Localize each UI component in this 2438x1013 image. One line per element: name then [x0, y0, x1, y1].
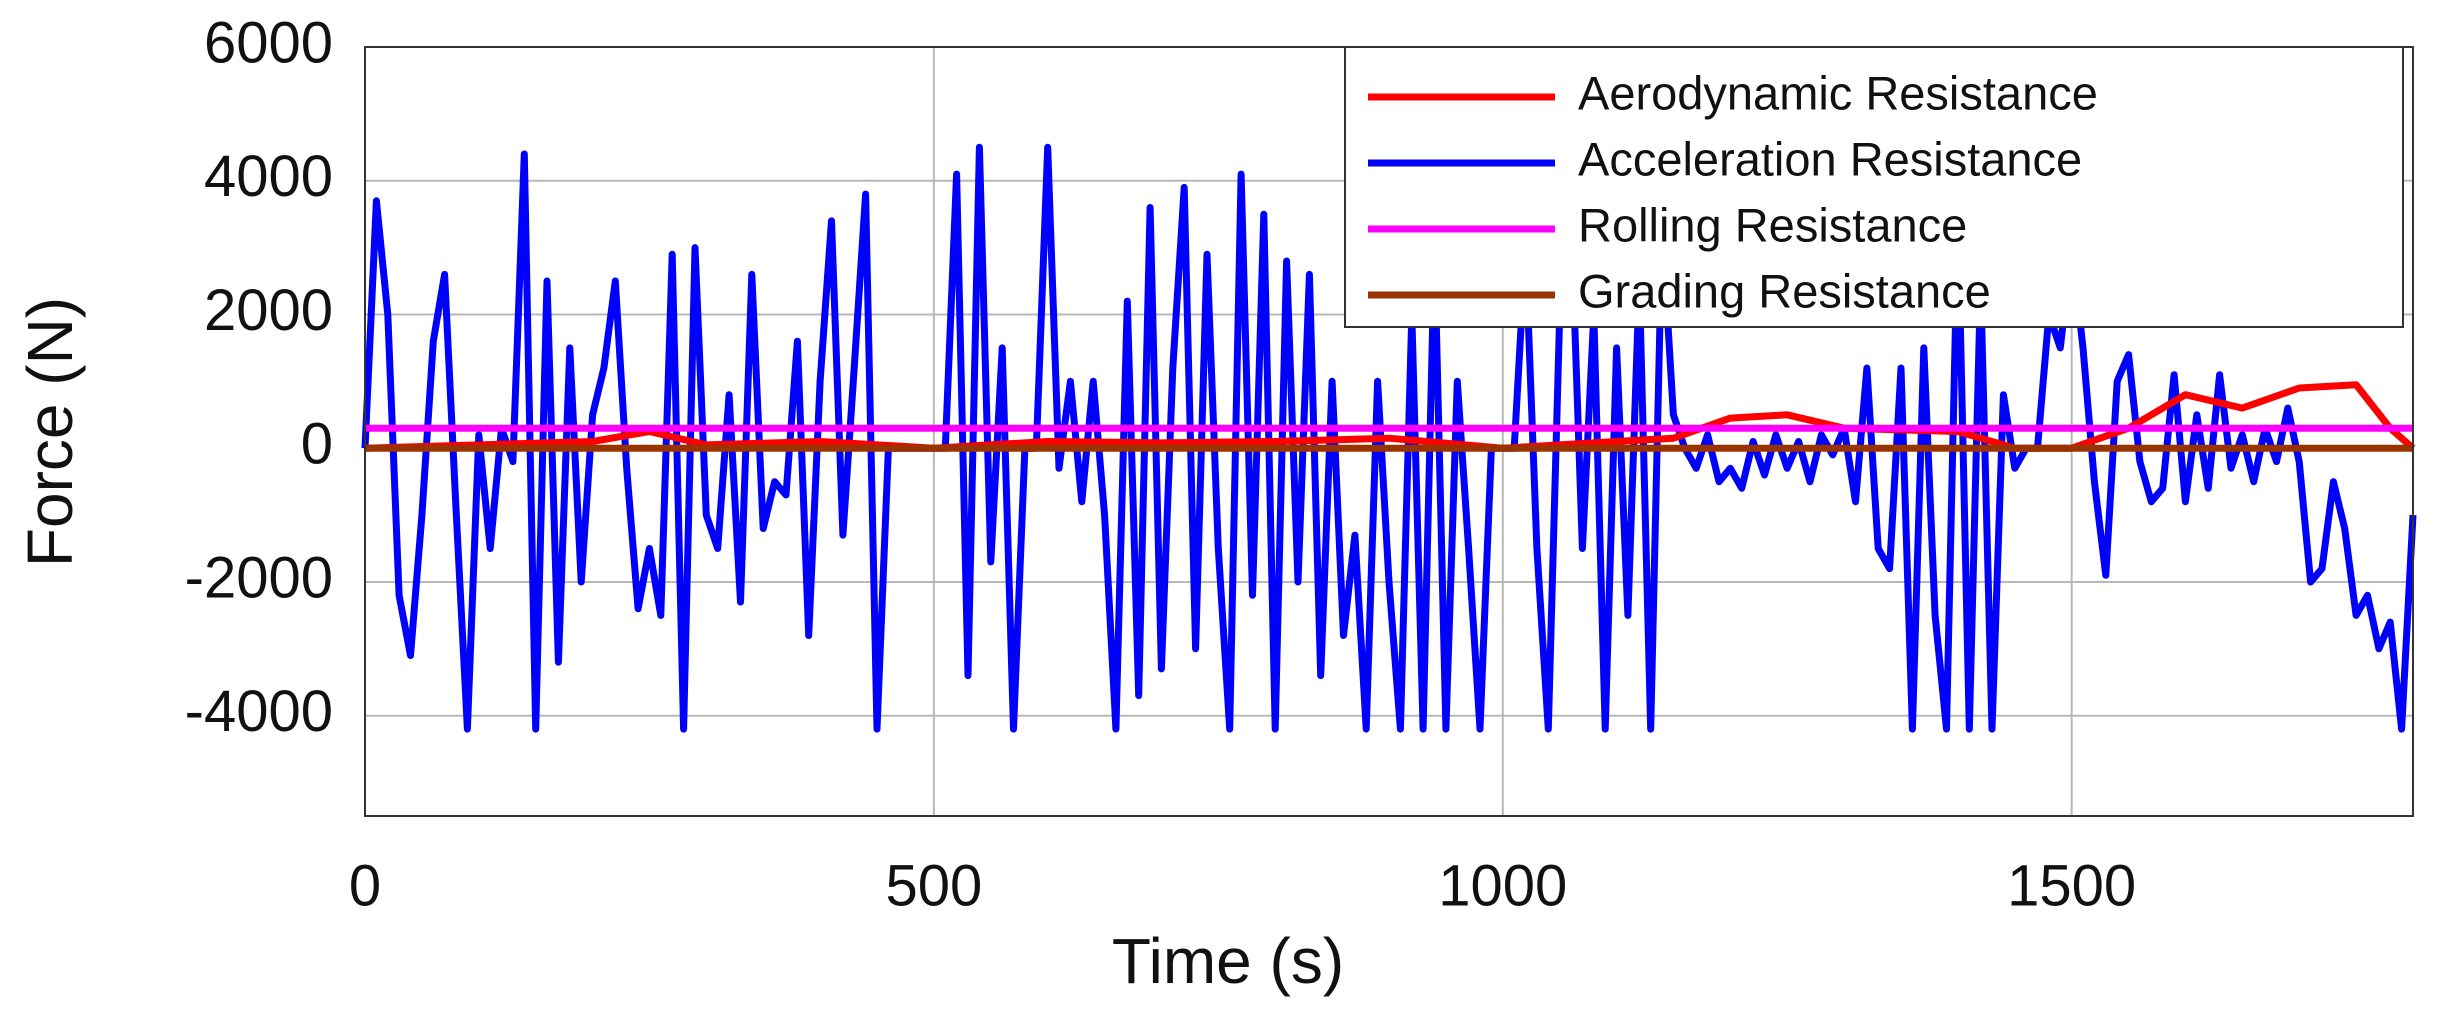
y-tick-label: -2000 [185, 545, 333, 610]
y-tick-label: 6000 [204, 10, 333, 75]
legend-label: Aerodynamic Resistance [1578, 66, 2098, 119]
x-tick-label: 0 [349, 853, 381, 918]
legend-label: Rolling Resistance [1578, 198, 1967, 251]
legend-box [1344, 46, 2404, 328]
y-axis-label: Force (N) [14, 297, 86, 567]
x-axis-label: Time (s) [1112, 925, 1344, 997]
x-tick-label: 1500 [2007, 853, 2136, 918]
y-tick-label: 2000 [204, 278, 333, 343]
x-tick-label: 1000 [1438, 853, 1567, 918]
series-line [364, 381, 2416, 452]
legend-label: Acceleration Resistance [1578, 132, 2082, 185]
y-tick-label: -4000 [185, 679, 333, 744]
legend-label: Grading Resistance [1578, 264, 1991, 317]
y-tick-label: 0 [301, 412, 333, 477]
x-tick-label: 500 [885, 853, 982, 918]
y-tick-label: 4000 [204, 144, 333, 209]
